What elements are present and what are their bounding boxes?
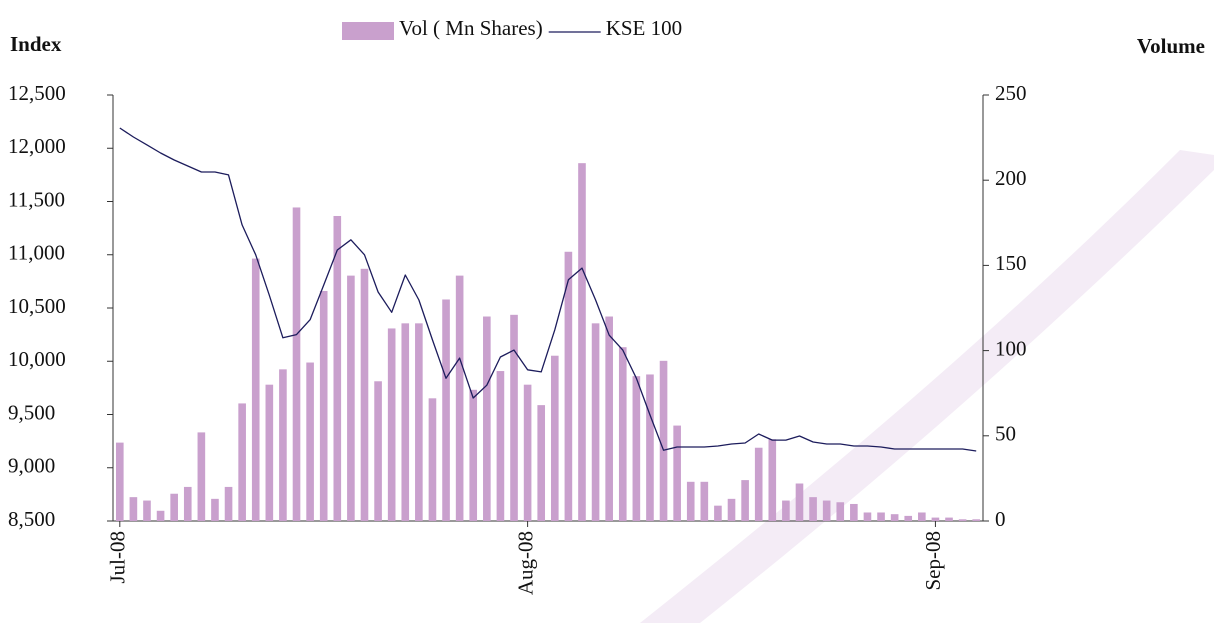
bar [238, 403, 246, 521]
y2-tick-label: 50 [995, 422, 1016, 446]
y-tick-label: 10,000 [8, 347, 66, 371]
bar [497, 371, 505, 521]
y-axis-label: Index [10, 32, 62, 56]
bar [605, 317, 613, 521]
y2-tick-label: 200 [995, 166, 1027, 190]
bar [904, 516, 912, 521]
bar [701, 482, 709, 521]
legend-label: KSE 100 [606, 16, 682, 40]
bar [252, 259, 260, 521]
legend-label: Vol ( Mn Shares) [399, 16, 543, 40]
bar [578, 163, 586, 521]
bar [836, 502, 844, 521]
x-tick-label: Aug-08 [513, 531, 537, 595]
bar [143, 501, 151, 521]
bar [660, 361, 668, 521]
bar [932, 518, 940, 521]
bar [198, 432, 206, 521]
bar [619, 347, 627, 521]
y-tick-label: 9,500 [8, 400, 55, 424]
bar [510, 315, 518, 521]
bar [361, 269, 369, 521]
bar [918, 512, 926, 521]
bar [768, 439, 776, 521]
y-tick-label: 11,000 [8, 241, 65, 265]
bar [333, 216, 341, 521]
bar [877, 512, 885, 521]
bar [306, 363, 314, 521]
x-tick-label: Jul-08 [106, 531, 130, 584]
bar [823, 501, 831, 521]
bar [293, 207, 301, 521]
bar [809, 497, 817, 521]
y2-tick-label: 0 [995, 507, 1006, 531]
bar [714, 506, 722, 521]
bar [415, 323, 423, 521]
y2-axis-label: Volume [1137, 34, 1205, 58]
bar [524, 385, 532, 521]
bar [170, 494, 178, 521]
y-tick-label: 8,500 [8, 507, 55, 531]
bar [945, 518, 953, 521]
legend-swatch [342, 22, 394, 40]
bar [728, 499, 736, 521]
bar [157, 511, 165, 521]
bar [184, 487, 192, 521]
bar [374, 381, 382, 521]
bar [687, 482, 695, 521]
bar [755, 448, 763, 521]
bar [211, 499, 219, 521]
bar [320, 291, 328, 521]
chart: Index Volume 8,500 9,000 9,500 10,000 10,500… [0, 0, 1214, 623]
bar [483, 317, 491, 521]
bar [673, 426, 681, 521]
bar [469, 390, 477, 521]
y2-tick-label: 100 [995, 336, 1027, 360]
bar [565, 252, 573, 521]
bar [116, 443, 124, 521]
bar [266, 385, 274, 521]
y-tick-label: 10,500 [8, 294, 66, 318]
bar [796, 484, 804, 521]
bar [442, 299, 450, 521]
bar [279, 369, 287, 521]
bar [130, 497, 138, 521]
line [120, 128, 976, 451]
bar [537, 405, 545, 521]
y2-tick-label: 250 [995, 81, 1027, 105]
bar [646, 374, 654, 521]
bar [347, 276, 355, 521]
y-tick-label: 12,000 [8, 134, 66, 158]
bar [429, 398, 437, 521]
bar [225, 487, 233, 521]
bar [401, 323, 409, 521]
bar [959, 519, 967, 521]
bar [782, 501, 790, 521]
bar [972, 519, 980, 521]
y2-tick-label: 150 [995, 251, 1027, 275]
bar [741, 480, 749, 521]
y-tick-label: 11,500 [8, 187, 65, 211]
y-tick-label: 9,000 [8, 454, 55, 478]
y-tick-label: 12,500 [8, 81, 66, 105]
bar [850, 504, 858, 521]
bar [551, 356, 559, 521]
bar [592, 323, 600, 521]
bar [456, 276, 464, 521]
bar [633, 376, 641, 521]
bar [388, 328, 396, 521]
bar [891, 514, 899, 521]
bar [864, 512, 872, 521]
x-tick-label: Sep-08 [921, 531, 945, 591]
